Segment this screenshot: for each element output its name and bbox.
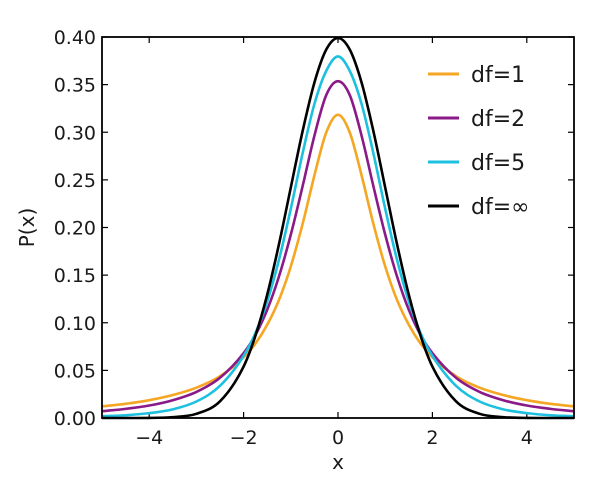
x-tick-label: 0 [332, 427, 344, 449]
y-tick-label: 0.20 [54, 218, 96, 240]
series-line-2 [101, 79, 575, 413]
series-line-4 [102, 36, 574, 420]
x-tick-label: 2 [426, 427, 438, 449]
y-tick-label: 0.25 [54, 170, 96, 192]
x-axis: −4 −2 0 2 4 [135, 37, 533, 449]
y-tick-label: 0.10 [54, 313, 96, 335]
legend-label: df=2 [471, 107, 525, 132]
y-tick-label: 0.05 [54, 360, 96, 382]
legend-label: df=1 [471, 63, 525, 88]
x-axis-label: x [332, 450, 344, 474]
y-tick-label: 0.35 [54, 75, 96, 97]
plot-frame [101, 36, 575, 419]
series-lines [101, 36, 575, 420]
y-tick-label: 0.00 [54, 408, 96, 430]
legend-label: df=5 [471, 151, 525, 176]
legend: df=1 df=2 df=5 df=∞ [428, 63, 529, 220]
x-tick-label: −2 [230, 427, 258, 449]
y-tick-label: 0.40 [54, 27, 96, 49]
series-line-1 [101, 113, 575, 408]
x-tick-label: 4 [521, 427, 533, 449]
y-tick-label: 0.30 [54, 122, 96, 144]
y-axis: 0.00 0.05 0.10 0.15 0.20 0.25 0.30 0.35 0.40 [54, 27, 574, 430]
y-tick-label: 0.15 [54, 265, 96, 287]
x-tick-label: −4 [135, 427, 163, 449]
legend-label: df=∞ [471, 195, 529, 220]
series-line-3 [101, 55, 575, 418]
y-axis-label: P(x) [15, 208, 39, 248]
